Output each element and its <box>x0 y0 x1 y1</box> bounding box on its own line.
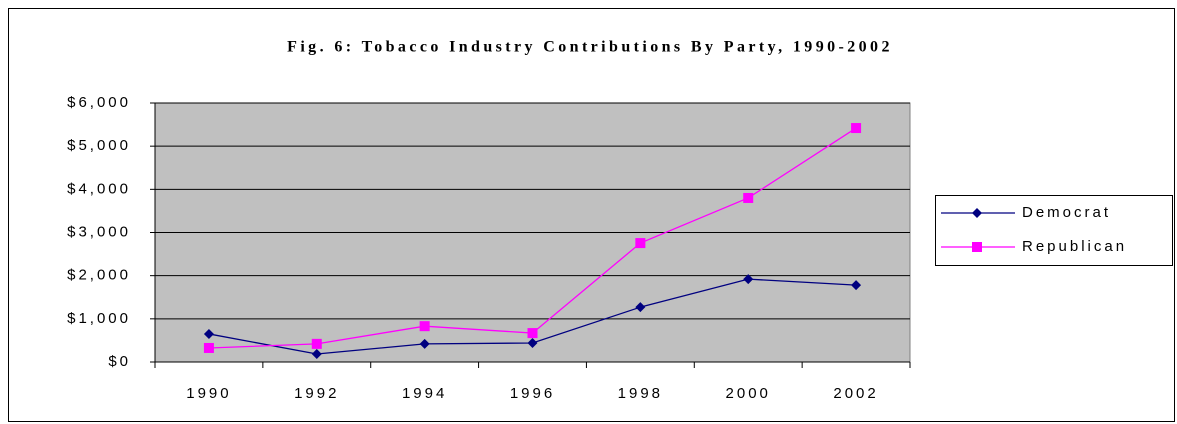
data-point <box>851 280 862 291</box>
data-point <box>203 342 214 353</box>
x-tick-label: 2000 <box>726 385 771 402</box>
x-tick-label: 2002 <box>833 385 878 402</box>
data-point <box>527 328 538 339</box>
data-point <box>419 321 430 332</box>
x-tick-label: 1998 <box>618 385 663 402</box>
y-tick-label: $5,000 <box>67 137 131 154</box>
x-tick-label: 1990 <box>186 385 231 402</box>
y-tick-label: $4,000 <box>67 180 131 197</box>
data-point <box>311 338 322 349</box>
y-tick-label: $6,000 <box>67 94 131 111</box>
x-tick-label: 1992 <box>294 385 339 402</box>
data-point <box>203 328 214 339</box>
data-point <box>851 123 862 134</box>
data-point <box>527 338 538 349</box>
data-point <box>419 338 430 349</box>
legend-marker <box>972 208 982 218</box>
data-point <box>743 274 754 285</box>
x-tick-label: 1996 <box>510 385 555 402</box>
legend-label: Republican <box>1022 238 1127 255</box>
legend-label: Democrat <box>1022 204 1111 221</box>
y-tick-label: $0 <box>108 353 131 370</box>
data-point <box>635 302 646 313</box>
data-point <box>743 192 754 203</box>
legend-box <box>935 195 1173 266</box>
legend-marker <box>972 242 982 252</box>
y-tick-label: $1,000 <box>67 310 131 327</box>
y-tick-label: $2,000 <box>67 267 131 284</box>
y-tick-label: $3,000 <box>67 223 131 240</box>
chart-title: Fig. 6: Tobacco Industry Contributions B… <box>287 39 893 56</box>
data-point <box>635 238 646 249</box>
data-point <box>311 349 322 360</box>
x-tick-label: 1994 <box>402 385 447 402</box>
